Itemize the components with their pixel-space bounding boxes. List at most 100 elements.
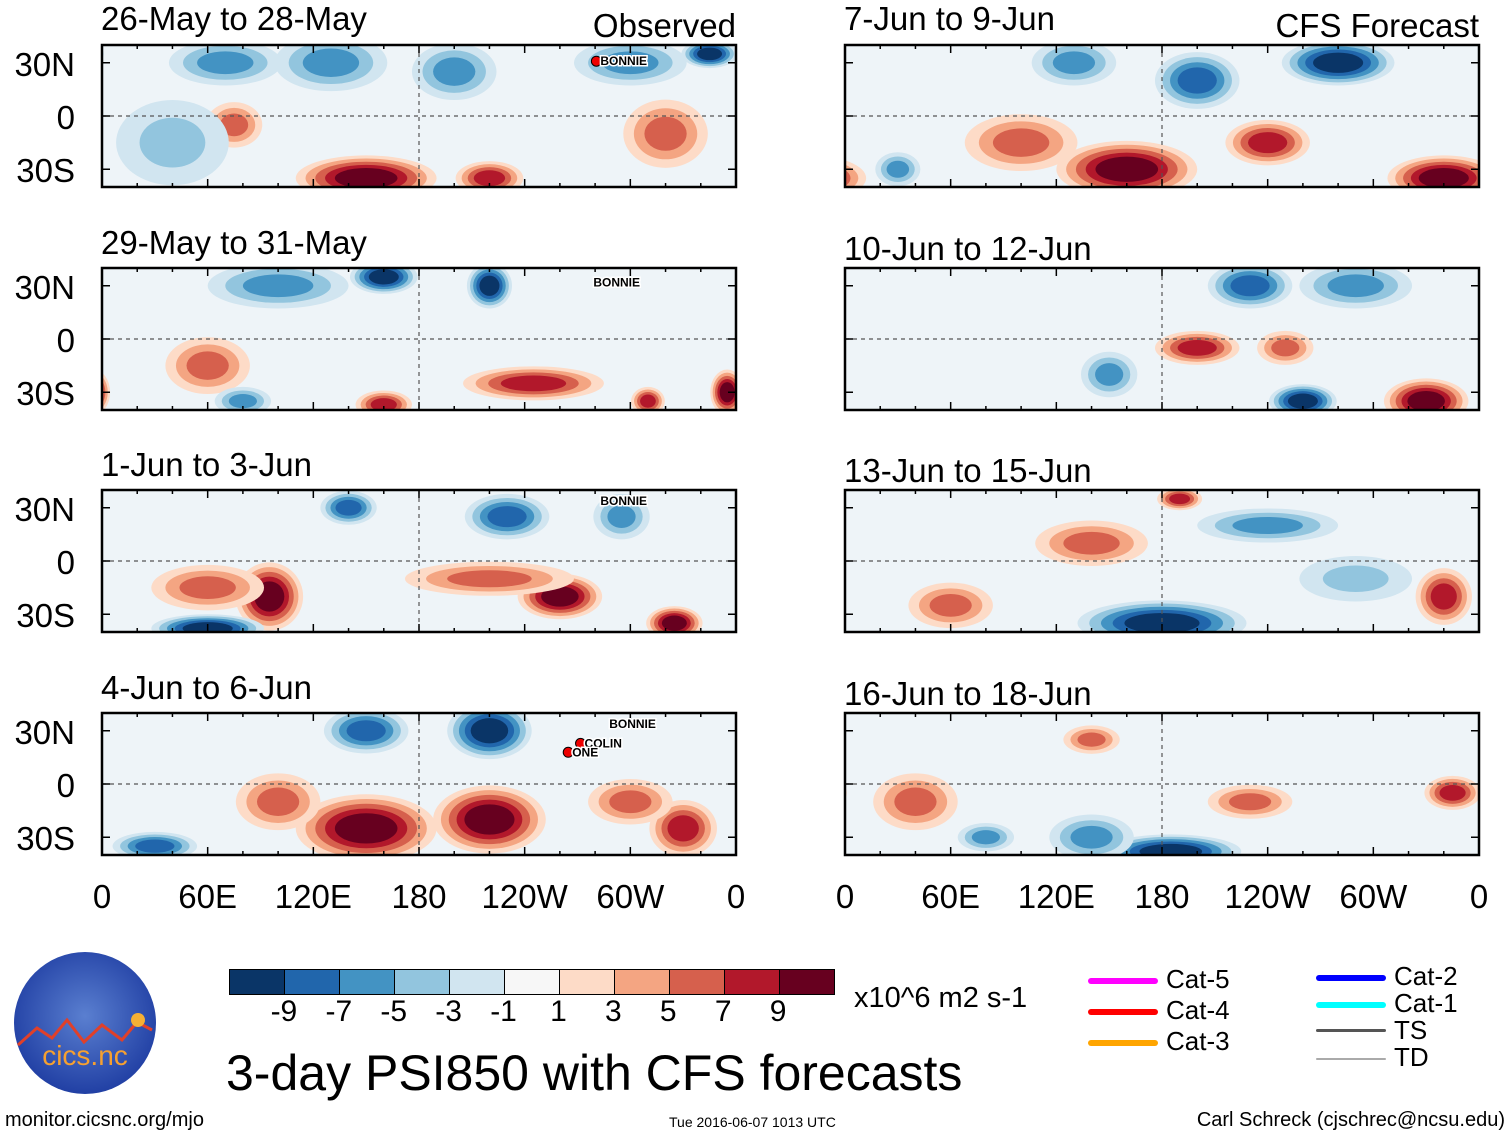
- legend-label: Cat-1: [1394, 988, 1458, 1018]
- anomaly-contour: [1124, 613, 1200, 632]
- legend-label: Cat-2: [1394, 961, 1458, 991]
- legend-label: Cat-4: [1166, 995, 1230, 1025]
- panel-border: [100, 266, 738, 412]
- colorbar-tick-label: 7: [714, 995, 732, 1028]
- legend-line-cat-2: [1316, 975, 1386, 981]
- anomaly-contour: [256, 787, 300, 816]
- anomaly-contour: [219, 113, 249, 137]
- anomaly-contour: [845, 169, 851, 187]
- map-panel: [843, 488, 1481, 634]
- colorbar-swatch: [339, 970, 394, 994]
- storm-label: BONNIE: [600, 54, 647, 68]
- anomaly-contour: [1228, 793, 1272, 811]
- anomaly-contour: [886, 160, 910, 178]
- storm-marker: [590, 55, 602, 67]
- colorbar-swatch: [284, 970, 339, 994]
- colorbar-swatch: [559, 970, 614, 994]
- panel-border: [100, 43, 738, 189]
- lat-tick-label: 30S: [16, 375, 75, 412]
- storm-label: ONE: [572, 745, 598, 759]
- cics-logo: cics.nc: [12, 950, 158, 1096]
- lat-tick-label: 0: [56, 544, 75, 581]
- colorbar-tick-label: -7: [325, 995, 353, 1028]
- legend-line-ts: [1316, 1029, 1386, 1032]
- lon-tick-label: 180: [1134, 878, 1190, 915]
- anomaly-contour: [661, 615, 687, 631]
- lon-tick-label: 120E: [274, 878, 352, 915]
- anomaly-contour: [929, 594, 972, 617]
- anomaly-contour: [98, 42, 100, 66]
- anomaly-contour: [609, 790, 652, 814]
- panel-title: 10-Jun to 12-Jun: [844, 230, 1092, 267]
- footer-url[interactable]: monitor.cicsnc.org/mjo: [5, 1109, 204, 1131]
- anomaly-contour: [242, 274, 314, 298]
- anomaly-contour: [179, 576, 236, 599]
- lat-tick-label: 30N: [14, 714, 75, 751]
- colorbar-tick-label: 9: [769, 995, 787, 1028]
- colorbar-tick-label: 5: [659, 995, 677, 1028]
- lon-tick-label: 60E: [178, 878, 238, 915]
- legend-label: TD: [1394, 1042, 1429, 1072]
- anomaly-contour: [473, 170, 506, 187]
- lat-tick-label: 0: [56, 322, 75, 359]
- map-panel: BONNIE: [98, 42, 738, 189]
- anomaly-contour: [1077, 732, 1106, 747]
- lat-tick-label: 0: [56, 767, 75, 804]
- anomaly-contour: [1169, 493, 1191, 505]
- lon-tick-label: 60W: [596, 878, 665, 915]
- colorbar-tick-label: -5: [380, 995, 408, 1028]
- figure-title: 3-day PSI850 with CFS forecasts: [226, 1045, 963, 1101]
- colorbar-tick-label: -3: [435, 995, 462, 1028]
- anomaly-contour: [841, 779, 842, 807]
- anomaly-contour: [1418, 168, 1469, 187]
- panel-title: 13-Jun to 15-Jun: [844, 452, 1092, 489]
- lat-tick-label: 30N: [14, 269, 75, 306]
- anomaly-contour: [640, 394, 656, 408]
- legend-line-cat-5: [1088, 978, 1158, 984]
- anomaly-contour: [346, 720, 386, 742]
- panel-border: [843, 488, 1481, 634]
- legend-label: Cat-3: [1166, 1026, 1230, 1056]
- colorbar-swatch: [669, 970, 724, 994]
- anomaly-contour: [1230, 275, 1270, 297]
- panel-border: [843, 711, 1481, 857]
- storm-label: BONNIE: [593, 275, 640, 289]
- anomaly-contour: [479, 275, 500, 296]
- legend-line-td: [1316, 1058, 1386, 1060]
- lat-tick-label: 30S: [16, 597, 75, 634]
- anomaly-contour: [334, 168, 398, 187]
- anomaly-contour: [1248, 132, 1288, 154]
- anomaly-contour: [335, 499, 362, 516]
- legend-line-cat-4: [1088, 1009, 1158, 1015]
- lon-tick-label: 120W: [1224, 878, 1311, 915]
- anomaly-contour: [1439, 784, 1466, 801]
- map-panel: [843, 266, 1481, 412]
- map-panel: BONNIE: [100, 266, 738, 412]
- panel-title: 4-Jun to 6-Jun: [101, 669, 312, 706]
- lon-tick-label: 60W: [1339, 878, 1408, 915]
- observed-label: Observed: [592, 7, 736, 44]
- anomaly-contour: [1287, 393, 1318, 409]
- colorbar-swatch: [504, 970, 559, 994]
- panel-title: 1-Jun to 3-Jun: [101, 446, 312, 483]
- anomaly-contour: [1052, 51, 1096, 75]
- anomaly-contour: [186, 351, 229, 380]
- anomaly-contour: [667, 815, 699, 842]
- anomaly-contour: [1327, 274, 1384, 298]
- panel-border: [100, 488, 738, 634]
- legend-label: Cat-5: [1166, 964, 1230, 994]
- colorbar-tick-label: -1: [490, 995, 517, 1028]
- anomaly-contour: [1313, 52, 1364, 73]
- colorbar-swatch: [394, 970, 449, 994]
- lat-tick-label: 30N: [14, 491, 75, 528]
- legend-label: TS: [1394, 1015, 1428, 1045]
- anomaly-contour: [334, 813, 398, 844]
- lat-tick-label: 30S: [16, 820, 75, 857]
- lon-tick-label: 60E: [921, 878, 981, 915]
- colorbar-tick-label: 1: [550, 995, 567, 1028]
- anomaly-contour: [302, 48, 360, 77]
- anomaly-contour: [1430, 583, 1457, 610]
- anomaly-contour: [370, 398, 397, 410]
- map-panel: BONNIE: [100, 488, 738, 634]
- map-panel: [841, 711, 1481, 857]
